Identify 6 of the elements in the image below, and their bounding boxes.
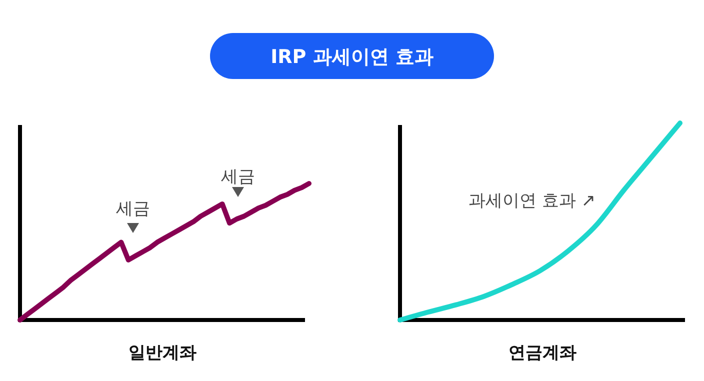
annotation: 세금 [221,167,255,187]
annotation: 세금 [116,199,150,219]
annotation: 과세이연 효과 ↗ [468,191,596,211]
x-axis-title: 연금계좌 [508,343,576,363]
x-axis-title: 일반계좌 [128,343,196,363]
title-pill: IRP 과세이연 효과 [210,33,494,79]
